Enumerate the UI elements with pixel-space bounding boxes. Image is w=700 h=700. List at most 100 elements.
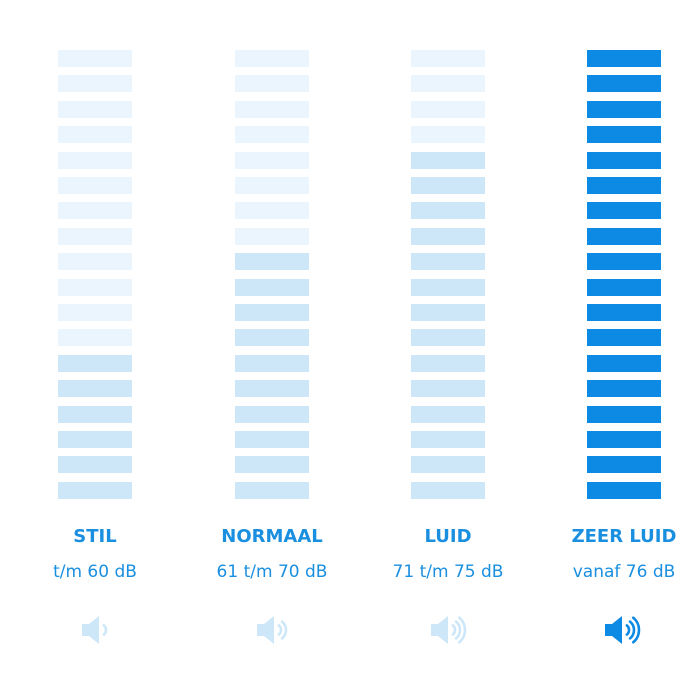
meter-segment: [235, 50, 309, 67]
meter-segment: [587, 50, 661, 67]
sound-wave: [628, 620, 636, 640]
meter-segment: [411, 126, 485, 144]
meter-segment: [587, 380, 661, 398]
meter-segment: [58, 75, 132, 93]
meter-segment: [235, 304, 309, 321]
meter-segment: [411, 227, 485, 245]
meter-segment: [58, 304, 132, 321]
level-zeer-luid: ZEER LUID vanaf 76 dB: [549, 0, 699, 700]
meter-segment: [587, 253, 661, 271]
level-meter: [587, 50, 661, 502]
level-normaal: NORMAAL 61 t/m 70 dB: [197, 0, 347, 700]
level-label: STIL: [73, 526, 117, 547]
level-label: LUID: [424, 526, 472, 547]
meter-segment: [411, 100, 485, 118]
level-range: vanaf 76 dB: [572, 562, 676, 582]
meter-segment: [411, 253, 485, 271]
meter-segment: [235, 151, 309, 169]
meter-segment: [235, 380, 309, 398]
meter-segment: [58, 227, 132, 245]
meter-segment: [235, 227, 309, 245]
meter-segment: [411, 481, 485, 499]
meter-segment: [411, 431, 485, 448]
meter-segment: [411, 75, 485, 93]
meter-segment: [411, 380, 485, 398]
level-luid: LUID 71 t/m 75 dB: [373, 0, 523, 700]
meter-segment: [587, 481, 661, 499]
meter-segment: [58, 329, 132, 347]
meter-segment: [58, 151, 132, 169]
meter-segment: [58, 126, 132, 144]
meter-segment: [58, 50, 132, 67]
meter-segment: [587, 304, 661, 321]
meter-segment: [587, 177, 661, 194]
meter-segment: [587, 354, 661, 372]
meter-segment: [58, 278, 132, 296]
meter-segment: [58, 405, 132, 423]
meter-segment: [587, 75, 661, 93]
meter-segment: [411, 202, 485, 220]
meter-segment: [587, 278, 661, 296]
sound-wave: [457, 616, 467, 644]
speaker-volume-high-icon: [431, 616, 467, 644]
meter-segment: [235, 329, 309, 347]
sound-wave: [451, 624, 457, 636]
speaker-volume-medium-icon: [257, 616, 288, 644]
meter-segment: [58, 431, 132, 448]
sound-wave: [454, 620, 462, 640]
meter-segment: [411, 177, 485, 194]
meter-segment: [235, 202, 309, 220]
sound-wave: [625, 624, 631, 636]
meter-segment: [235, 126, 309, 144]
meter-segment: [235, 456, 309, 474]
meter-segment: [587, 100, 661, 118]
meter-segment: [235, 75, 309, 93]
meter-segment: [235, 354, 309, 372]
speaker-volume-low-icon: [82, 616, 108, 644]
level-meter: [58, 50, 132, 502]
sound-wave: [280, 620, 288, 640]
meter-segment: [587, 405, 661, 423]
meter-segment: [411, 50, 485, 67]
level-stil: STIL t/m 60 dB: [20, 0, 170, 700]
meter-segment: [58, 202, 132, 220]
meter-segment: [587, 151, 661, 169]
speaker-body: [605, 616, 622, 644]
meter-segment: [411, 151, 485, 169]
meter-segment: [587, 431, 661, 448]
meter-segment: [58, 253, 132, 271]
meter-segment: [411, 278, 485, 296]
speaker-volume-max-icon: [605, 616, 641, 644]
level-label: ZEER LUID: [571, 526, 677, 547]
level-range: t/m 60 dB: [53, 562, 137, 582]
sound-wave: [102, 624, 108, 636]
level-meter: [411, 50, 485, 502]
meter-segment: [58, 380, 132, 398]
meter-segment: [58, 481, 132, 499]
speaker-body: [431, 616, 448, 644]
meter-segment: [587, 126, 661, 144]
meter-segment: [235, 405, 309, 423]
meter-segment: [58, 177, 132, 194]
sound-wave: [631, 616, 641, 644]
meter-segment: [411, 329, 485, 347]
meter-segment: [411, 304, 485, 321]
meter-segment: [58, 354, 132, 372]
meter-segment: [235, 481, 309, 499]
meter-segment: [235, 100, 309, 118]
level-label: NORMAAL: [221, 526, 323, 547]
level-meter: [235, 50, 309, 502]
meter-segment: [587, 456, 661, 474]
meter-segment: [411, 456, 485, 474]
meter-segment: [587, 227, 661, 245]
meter-segment: [235, 177, 309, 194]
meter-segment: [411, 354, 485, 372]
meter-segment: [235, 278, 309, 296]
sound-wave: [277, 624, 283, 636]
meter-segment: [587, 329, 661, 347]
meter-segment: [411, 405, 485, 423]
level-range: 71 t/m 75 dB: [392, 562, 504, 582]
meter-segment: [235, 431, 309, 448]
meter-segment: [587, 202, 661, 220]
speaker-body: [82, 616, 99, 644]
